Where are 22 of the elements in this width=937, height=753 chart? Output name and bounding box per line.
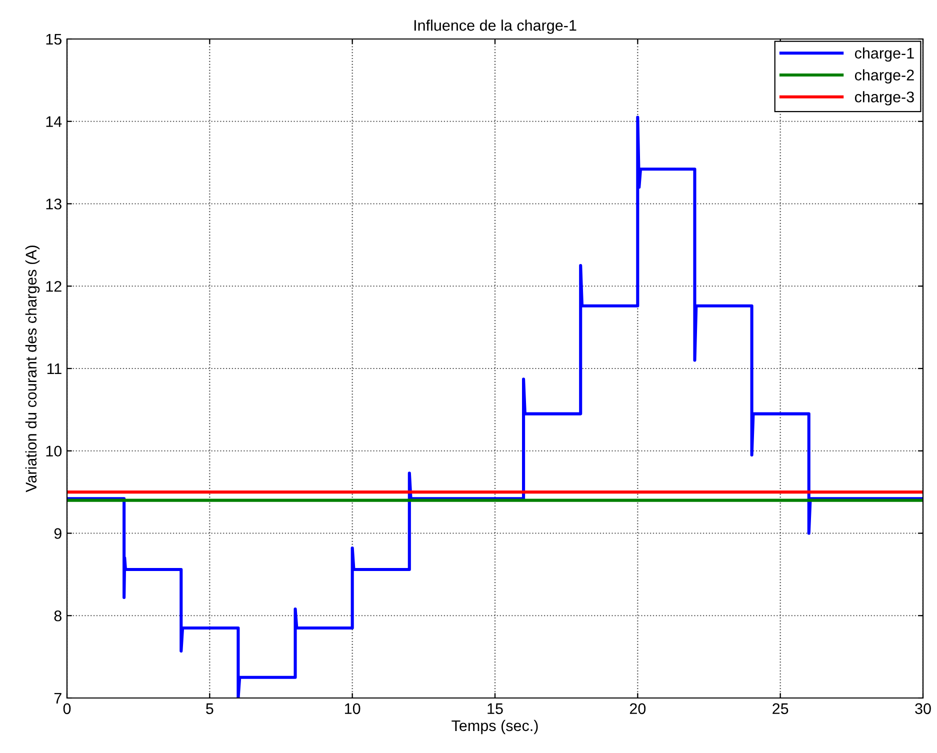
y-tick-label: 15: [46, 34, 62, 45]
y-tick-label: 10: [46, 446, 62, 457]
x-axis-title: Temps (sec.): [452, 720, 538, 734]
y-tick-label: 13: [46, 198, 62, 210]
x-tick-label: 5: [206, 703, 214, 714]
chart-title: Influence de la charge-1: [414, 20, 576, 34]
y-tick-label: 9: [54, 528, 62, 539]
x-tick-label: 0: [63, 703, 71, 714]
y-tick-label: 8: [54, 610, 62, 622]
y-tick-label: 7: [54, 693, 62, 704]
y-axis-title: Variation du courant des charges (A): [25, 246, 40, 492]
legend-label: charge-1: [854, 47, 914, 62]
x-tick-label: 10: [345, 703, 360, 714]
x-tick-label: 30: [915, 703, 931, 714]
y-tick-label: 11: [47, 364, 62, 374]
legend-label: charge-2: [854, 69, 914, 84]
x-tick-label: 25: [772, 703, 788, 714]
legend-label: charge-3: [854, 91, 914, 106]
y-tick-label: 14: [46, 116, 62, 127]
x-tick-label: 20: [630, 703, 646, 714]
y-tick-label: 12: [46, 280, 62, 292]
x-tick-label: 15: [488, 703, 503, 714]
